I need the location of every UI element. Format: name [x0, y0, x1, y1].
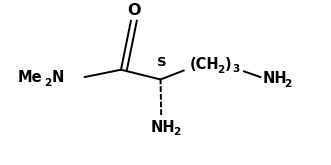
Text: (CH: (CH [190, 57, 220, 72]
Text: N: N [51, 70, 64, 84]
Text: 2: 2 [173, 127, 180, 137]
Text: O: O [127, 3, 141, 18]
Text: Me: Me [18, 70, 42, 84]
Text: 2: 2 [44, 78, 51, 88]
Text: 3: 3 [233, 64, 240, 74]
Text: S: S [158, 56, 167, 69]
Text: ): ) [225, 57, 231, 72]
Text: NH: NH [151, 120, 175, 135]
Text: 2: 2 [217, 65, 224, 75]
Text: 2: 2 [284, 79, 292, 89]
Text: NH: NH [262, 71, 287, 86]
